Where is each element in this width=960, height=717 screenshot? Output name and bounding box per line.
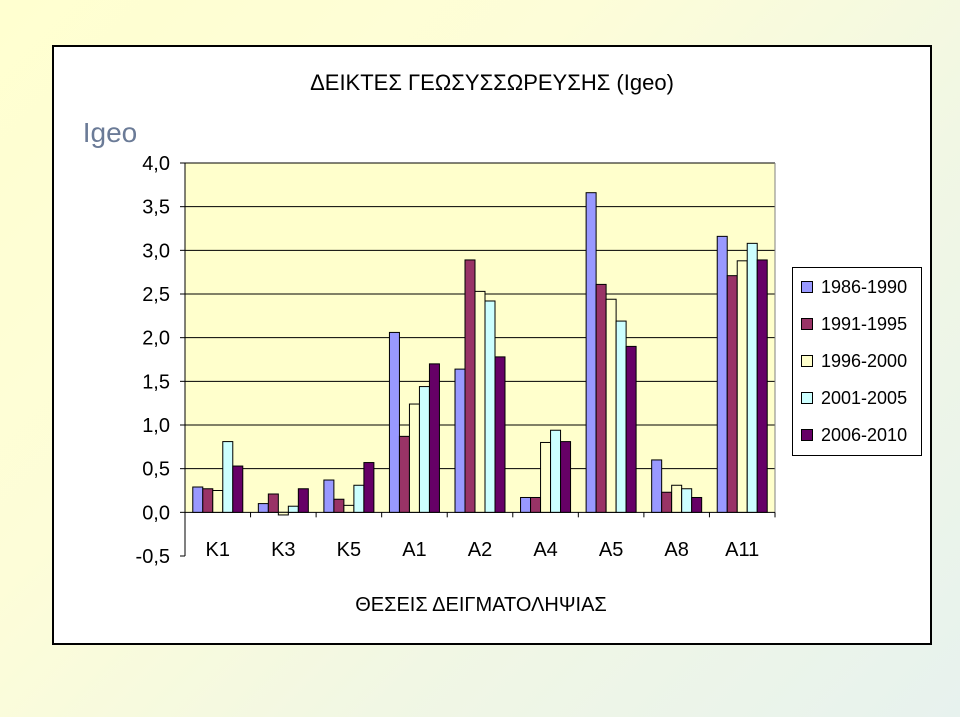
legend-label: 1991-1995	[821, 313, 908, 334]
legend-label: 2001-2005	[821, 387, 908, 408]
x-tick-label: K1	[206, 539, 230, 561]
y-tick-label: 4,0	[142, 153, 170, 175]
bar	[550, 429, 562, 513]
legend-item: 2001-2005	[801, 388, 907, 408]
legend-swatch	[801, 392, 813, 404]
bar	[418, 386, 430, 513]
bar	[661, 491, 673, 513]
x-tick-label: K3	[271, 539, 295, 561]
legend-item: 1986-1990	[801, 277, 907, 297]
bar	[615, 320, 627, 513]
bar	[585, 192, 597, 513]
plot-area: 4,0 3,5 3,0 2,5 2,0 1,5 1,0 0,5 0,0 -0,5 K1 K3 K5 A1 A…	[136, 153, 776, 568]
y-tick-label: 3,5	[142, 197, 170, 219]
legend-swatch	[801, 429, 813, 441]
x-tick-label: A4	[533, 539, 557, 561]
y-tick-label: -0,5	[136, 546, 170, 568]
legend-item: 1996-2000	[801, 351, 907, 371]
legend-swatch	[801, 355, 813, 367]
bar	[651, 459, 663, 513]
bar	[736, 260, 748, 513]
legend-label: 1996-2000	[821, 350, 908, 371]
bar	[595, 283, 607, 513]
legend-item: 1991-1995	[801, 314, 907, 334]
bar	[408, 403, 420, 513]
y-tick-label: 1,5	[142, 371, 170, 393]
x-tick-label: A11	[725, 539, 759, 561]
bar	[192, 486, 204, 513]
bar	[333, 498, 345, 513]
y-tick-label: 2,0	[142, 328, 170, 350]
y-tick-label: 2,5	[142, 284, 170, 306]
bar	[474, 290, 486, 513]
bar	[540, 441, 552, 513]
legend-item: 2006-2010	[801, 425, 907, 445]
bar	[277, 511, 289, 516]
bar	[464, 259, 476, 513]
bar	[287, 505, 299, 513]
bar	[691, 496, 703, 513]
y-tick-label: 0,0	[142, 502, 170, 524]
bar	[605, 298, 617, 513]
x-axis-label: ΘΕΣΕΙΣ ΔΕΙΓΜΑΤΟΛΗΨΙΑΣ	[355, 594, 607, 616]
x-tick-label: A5	[599, 539, 623, 561]
chart-title: ΔΕΙΚΤΕΣ ΓΕΩΣΥΣΣΩΡΕΥΣΗΣ (Igeo)	[310, 70, 674, 95]
x-tick-label: A1	[402, 539, 426, 561]
legend-label: 2006-2010	[821, 424, 908, 445]
y-axis-label: Igeo	[83, 117, 138, 148]
bar	[222, 441, 234, 513]
bar	[398, 435, 410, 513]
bar	[363, 462, 375, 513]
bar	[353, 484, 365, 513]
bar	[746, 242, 758, 513]
bar	[212, 490, 224, 513]
y-tick-label: 3,0	[142, 240, 170, 262]
legend-swatch	[801, 318, 813, 330]
y-tick-label: 1,0	[142, 415, 170, 437]
bar	[756, 259, 768, 513]
bar	[428, 363, 440, 513]
legend-swatch	[801, 281, 813, 293]
bar	[520, 496, 532, 513]
x-tick-label: A2	[468, 539, 492, 561]
bar	[343, 504, 355, 513]
bar	[726, 275, 738, 513]
y-tick-label: 0,5	[142, 459, 170, 481]
bar	[530, 496, 542, 513]
bar	[388, 331, 400, 513]
bar	[323, 479, 335, 513]
bar	[625, 345, 637, 513]
bar	[454, 368, 466, 513]
bar	[297, 488, 309, 513]
bar	[257, 503, 269, 513]
x-tick-label: K5	[337, 539, 361, 561]
bar	[202, 488, 214, 513]
bar	[494, 356, 506, 513]
bar	[681, 488, 693, 513]
bar	[484, 300, 496, 513]
bar	[232, 465, 244, 513]
bar	[671, 484, 683, 513]
bar	[267, 493, 279, 513]
legend-label: 1986-1990	[821, 276, 908, 297]
bar	[716, 235, 728, 513]
bar	[560, 441, 572, 513]
x-tick-label: A8	[664, 539, 688, 561]
legend: 1986-1990 1991-1995 1996-2000 2001-2005 2006…	[792, 267, 922, 456]
